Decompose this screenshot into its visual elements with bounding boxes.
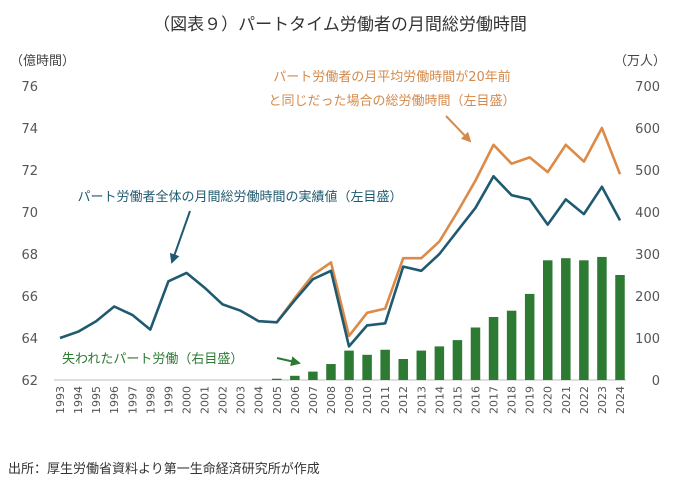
y-right-tick: 400 <box>635 206 660 221</box>
bar <box>308 371 318 380</box>
y-right-tick: 300 <box>635 248 660 263</box>
y-left-tick: 76 <box>21 80 38 95</box>
x-tick: 1998 <box>144 386 157 414</box>
x-tick: 2002 <box>217 386 230 414</box>
bar <box>524 293 535 380</box>
x-tick: 2022 <box>578 386 591 414</box>
bar <box>506 310 517 380</box>
y-right-tick: 100 <box>635 332 660 347</box>
x-tick: 1993 <box>54 386 67 414</box>
y-left-tick: 66 <box>21 290 38 305</box>
bar <box>380 349 390 380</box>
y-right-tick: 600 <box>635 122 660 137</box>
right-axis-unit: （万人） <box>613 54 666 69</box>
x-tick: 2018 <box>506 386 519 414</box>
bar <box>542 260 553 380</box>
y-left-tick: 70 <box>21 206 38 221</box>
bar <box>398 359 408 380</box>
x-tick: 2024 <box>614 386 627 414</box>
x-tick: 2013 <box>415 386 428 414</box>
x-tick: 2023 <box>596 386 609 414</box>
x-tick: 2019 <box>524 386 537 414</box>
bar <box>561 258 571 380</box>
x-tick: 2017 <box>488 386 501 414</box>
x-tick: 2020 <box>542 386 555 414</box>
chart-title: （図表９）パートタイム労働者の月間総労働時間 <box>153 15 527 35</box>
bar <box>579 260 589 380</box>
x-tick: 1995 <box>90 386 103 414</box>
annotation-navy: パート労働者全体の月間総労働時間の実績値（左目盛） <box>77 189 402 205</box>
line-series <box>59 126 622 348</box>
y-right-tick: 500 <box>635 164 660 179</box>
arrow-orange <box>445 115 472 143</box>
x-tick: 2008 <box>325 386 338 414</box>
y-left-tick: 68 <box>21 248 38 263</box>
x-tick: 2011 <box>379 386 392 414</box>
source-note: 出所：厚生労働省資料より第一生命経済研究所が作成 <box>8 462 320 477</box>
bar-series <box>272 256 625 380</box>
x-tick: 2009 <box>343 386 356 414</box>
annotation-green: 失われたパート労働（右目盛） <box>62 352 243 367</box>
x-tick: 2014 <box>433 386 446 414</box>
axes-group: 62 64 66 68 70 72 74 76 0 100 200 300 400 500 600 700 19… <box>21 80 660 414</box>
x-tick: 1994 <box>72 386 85 414</box>
bar <box>488 317 499 380</box>
y-left-tick: 64 <box>21 332 38 347</box>
bar <box>434 346 445 380</box>
y-left-tick: 74 <box>21 122 38 137</box>
bar <box>597 256 607 380</box>
x-tick: 2016 <box>469 386 482 414</box>
y-left-tick: 72 <box>21 164 38 179</box>
y-right-tick: 700 <box>635 80 660 95</box>
annotations: パート労働者の月平均労働時間が20年前 と同じだった場合の総労働時間（左目盛） … <box>62 69 516 367</box>
x-tick: 1999 <box>162 386 175 414</box>
annotation-orange-line1: パート労働者の月平均労働時間が20年前 <box>273 69 511 85</box>
y-left-tick: 62 <box>21 374 38 389</box>
x-tick: 2001 <box>199 386 212 414</box>
x-tick: 2007 <box>307 386 320 414</box>
y-right-tick: 0 <box>652 374 660 389</box>
bar <box>470 327 481 380</box>
navy-series-line <box>59 175 622 348</box>
x-tick: 2006 <box>289 386 302 414</box>
x-tick: 2004 <box>253 386 266 414</box>
x-tick: 2005 <box>271 386 284 414</box>
x-tick: 2003 <box>235 386 248 414</box>
x-tick: 1997 <box>126 386 139 414</box>
arrow-green <box>276 356 301 367</box>
bar <box>452 340 463 380</box>
y-right-tick: 200 <box>635 290 660 305</box>
x-tick: 2010 <box>361 386 374 414</box>
bar <box>615 275 625 380</box>
bar <box>362 354 372 380</box>
bar <box>272 378 282 380</box>
bar <box>290 375 300 380</box>
bar <box>326 364 336 380</box>
x-tick: 2021 <box>560 386 573 414</box>
orange-series-line <box>275 126 622 338</box>
bar <box>344 350 354 380</box>
x-tick: 2012 <box>397 386 410 414</box>
x-tick: 1996 <box>108 386 121 414</box>
arrow-navy <box>169 210 191 264</box>
x-tick: 2015 <box>451 386 464 414</box>
x-tick: 2000 <box>180 386 193 414</box>
bar <box>416 350 427 380</box>
left-axis-unit: （億時間） <box>10 54 76 69</box>
annotation-orange-line2: と同じだった場合の総労働時間（左目盛） <box>268 94 515 109</box>
